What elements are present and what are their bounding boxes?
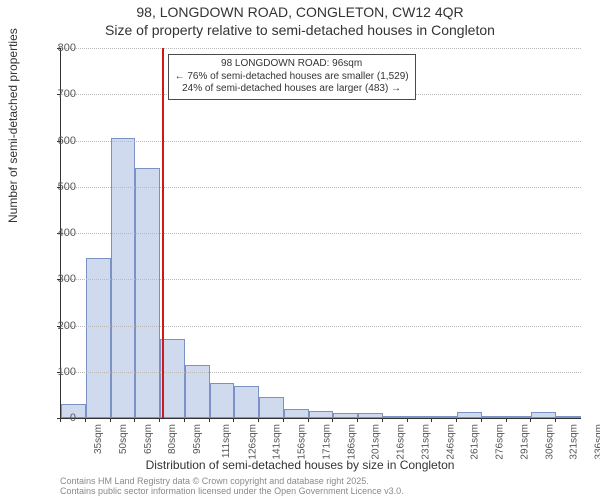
- xtick-mark: [110, 418, 111, 422]
- histogram-bar: [111, 138, 136, 418]
- xtick-mark: [258, 418, 259, 422]
- histogram-bar: [160, 339, 185, 418]
- chart-title-line2: Size of property relative to semi-detach…: [0, 22, 600, 40]
- gridline: [61, 233, 581, 234]
- xtick-mark: [184, 418, 185, 422]
- xtick-label: 156sqm: [297, 424, 308, 460]
- xtick-mark: [85, 418, 86, 422]
- callout-line3: 24% of semi-detached houses are larger (…: [175, 83, 409, 96]
- xtick-label: 306sqm: [544, 424, 555, 460]
- xtick-label: 171sqm: [321, 424, 332, 460]
- xtick-mark: [332, 418, 333, 422]
- footer-line2: Contains public sector information licen…: [60, 486, 404, 496]
- histogram-bar: [284, 409, 309, 418]
- callout-line2: ← 76% of semi-detached houses are smalle…: [175, 71, 409, 84]
- xtick-mark: [481, 418, 482, 422]
- xtick-mark: [159, 418, 160, 422]
- ytick-label: 100: [40, 366, 76, 378]
- xtick-label: 186sqm: [346, 424, 357, 460]
- xtick-label: 65sqm: [143, 424, 154, 454]
- gridline: [61, 372, 581, 373]
- xtick-mark: [283, 418, 284, 422]
- xtick-mark: [357, 418, 358, 422]
- chart-title-block: 98, LONGDOWN ROAD, CONGLETON, CW12 4QR S…: [0, 0, 600, 39]
- xtick-label: 95sqm: [192, 424, 203, 454]
- x-axis-label: Distribution of semi-detached houses by …: [0, 458, 600, 472]
- plot-area: 98 LONGDOWN ROAD: 96sqm ← 76% of semi-de…: [60, 48, 581, 419]
- xtick-label: 231sqm: [420, 424, 431, 460]
- ytick-label: 400: [40, 227, 76, 239]
- histogram-bar: [185, 365, 210, 418]
- xtick-mark: [308, 418, 309, 422]
- xtick-label: 276sqm: [495, 424, 506, 460]
- gridline: [61, 48, 581, 49]
- histogram-bar: [234, 386, 259, 418]
- xtick-label: 336sqm: [594, 424, 600, 460]
- histogram-bar: [259, 397, 284, 418]
- xtick-mark: [209, 418, 210, 422]
- xtick-mark: [431, 418, 432, 422]
- chart-title-line1: 98, LONGDOWN ROAD, CONGLETON, CW12 4QR: [0, 4, 600, 22]
- ytick-label: 600: [40, 135, 76, 147]
- xtick-mark: [382, 418, 383, 422]
- ytick-label: 300: [40, 273, 76, 285]
- ytick-label: 800: [40, 42, 76, 54]
- callout-line1: 98 LONGDOWN ROAD: 96sqm: [175, 58, 409, 71]
- xtick-label: 126sqm: [247, 424, 258, 460]
- xtick-label: 50sqm: [118, 424, 129, 454]
- xtick-mark: [60, 418, 61, 422]
- xtick-mark: [456, 418, 457, 422]
- gridline: [61, 279, 581, 280]
- xtick-label: 35sqm: [93, 424, 104, 454]
- ytick-label: 500: [40, 181, 76, 193]
- attribution-footer: Contains HM Land Registry data © Crown c…: [60, 476, 404, 497]
- xtick-mark: [233, 418, 234, 422]
- xtick-label: 80sqm: [167, 424, 178, 454]
- xtick-label: 246sqm: [445, 424, 456, 460]
- chart-container: 98, LONGDOWN ROAD, CONGLETON, CW12 4QR S…: [0, 0, 600, 500]
- xtick-mark: [134, 418, 135, 422]
- xtick-mark: [555, 418, 556, 422]
- gridline: [61, 187, 581, 188]
- marker-callout: 98 LONGDOWN ROAD: 96sqm ← 76% of semi-de…: [168, 54, 416, 100]
- xtick-label: 321sqm: [569, 424, 580, 460]
- marker-line: [162, 48, 164, 418]
- footer-line1: Contains HM Land Registry data © Crown c…: [60, 476, 404, 486]
- gridline: [61, 326, 581, 327]
- xtick-label: 141sqm: [272, 424, 283, 460]
- histogram-bar: [309, 411, 334, 418]
- histogram-bar: [210, 383, 235, 418]
- xtick-label: 291sqm: [520, 424, 531, 460]
- y-axis-label: Number of semi-detached properties: [6, 28, 20, 223]
- xtick-mark: [506, 418, 507, 422]
- xtick-mark: [407, 418, 408, 422]
- xtick-mark: [530, 418, 531, 422]
- xtick-label: 111sqm: [221, 424, 232, 458]
- xtick-label: 261sqm: [470, 424, 481, 460]
- histogram-bar: [135, 168, 160, 418]
- ytick-label: 200: [40, 320, 76, 332]
- xtick-label: 201sqm: [371, 424, 382, 460]
- histogram-bar: [86, 258, 111, 418]
- xtick-label: 216sqm: [396, 424, 407, 460]
- ytick-label: 700: [40, 88, 76, 100]
- gridline: [61, 141, 581, 142]
